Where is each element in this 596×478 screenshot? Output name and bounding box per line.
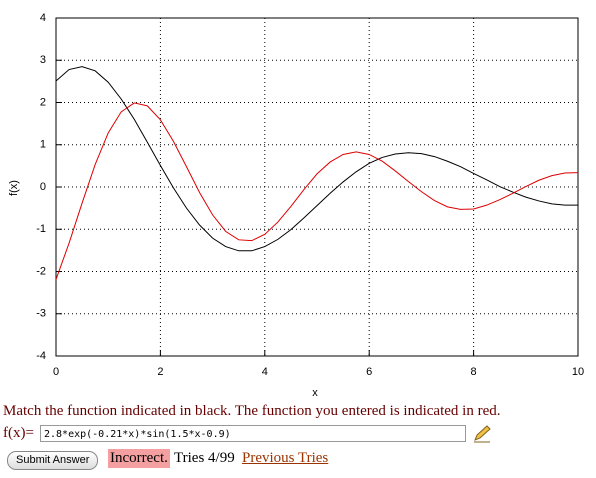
x-tick-label: 4 xyxy=(262,366,268,378)
x-axis-label: x xyxy=(312,387,318,399)
x-tick-label: 8 xyxy=(471,366,477,378)
plot-frame xyxy=(55,17,579,357)
x-tick-label: 10 xyxy=(572,366,584,378)
y-tick-label: -4 xyxy=(36,350,46,362)
y-tick-label: 1 xyxy=(40,139,46,151)
x-tick-label: 6 xyxy=(366,366,372,378)
x-tick-label: 2 xyxy=(157,366,163,378)
tries: Tries 4/99 xyxy=(174,450,235,466)
function-input[interactable]: 2.8*exp(-0.21*x)*sin(1.5*x-0.9) xyxy=(40,425,466,442)
previous-tries-link[interactable]: Previous Tries xyxy=(242,450,329,466)
result: Incorrect. xyxy=(108,449,170,468)
instruction: Match the function indicated in black. T… xyxy=(3,403,501,419)
data-line xyxy=(55,102,579,280)
y-tick-label: -2 xyxy=(36,265,46,277)
pencil-icon[interactable] xyxy=(472,424,492,444)
y-tick-label: 2 xyxy=(40,96,46,108)
y-axis-label: f(x) xyxy=(8,180,20,196)
data-line xyxy=(55,66,578,252)
chart: x f(x) -4 -3 -2 -1 0 1 2 3 4 0 2 4 6 8 10 xyxy=(8,12,584,399)
y-tick-label: -1 xyxy=(36,223,46,235)
y-tick-label: -3 xyxy=(36,308,46,320)
y-tick-label: 3 xyxy=(40,54,46,66)
input-label: f(x)= xyxy=(3,425,34,441)
y-tick-label: 0 xyxy=(40,181,46,193)
y-tick-label: 4 xyxy=(40,12,46,24)
x-tick-label: 0 xyxy=(53,366,59,378)
submit-button[interactable]: Submit Answer xyxy=(7,451,99,470)
